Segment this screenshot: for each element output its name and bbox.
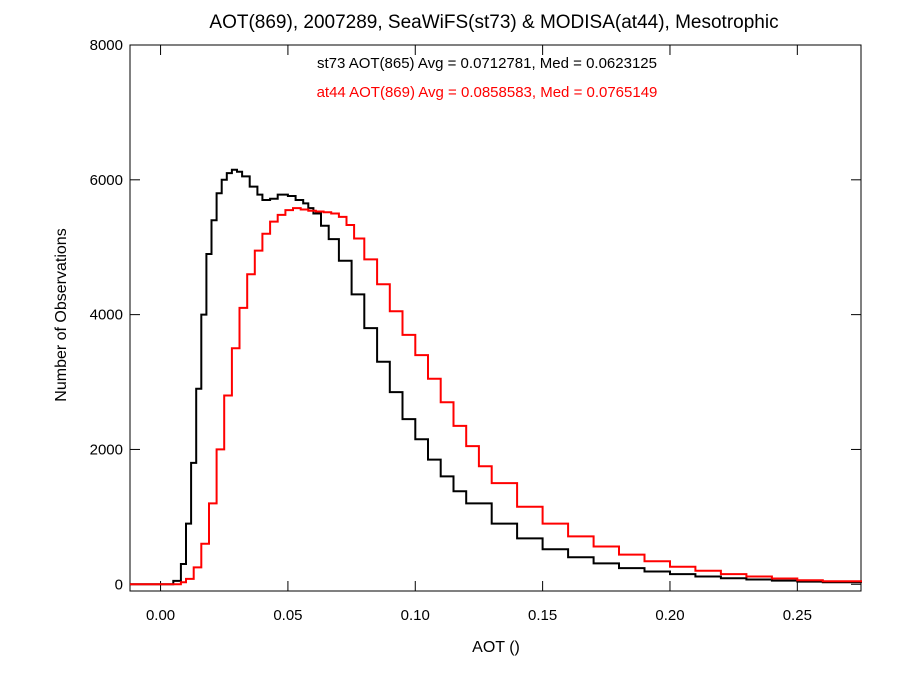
x-tick-label: 0.20 — [655, 607, 684, 624]
y-tick-label: 4000 — [90, 307, 123, 324]
series-at44-line — [130, 207, 862, 586]
x-tick-label: 0.25 — [783, 607, 812, 624]
x-tick-label: 0.00 — [146, 607, 175, 624]
plot-frame — [129, 44, 862, 592]
series-st73-line — [130, 168, 862, 586]
y-axis-label: Number of Observations — [53, 228, 70, 401]
annotation-at44: at44 AOT(869) Avg = 0.0858583, Med = 0.0… — [317, 84, 658, 101]
y-tick-label: 6000 — [90, 172, 123, 189]
y-tick-label: 0 — [115, 576, 123, 593]
y-tick-label: 8000 — [90, 37, 123, 54]
series-layer — [130, 168, 862, 586]
y-axis: 0 2000 4000 6000 8000 — [90, 37, 861, 593]
y-tick-label: 2000 — [90, 441, 123, 458]
x-tick-label: 0.05 — [273, 607, 302, 624]
chart-title: AOT(869), 2007289, SeaWiFS(st73) & MODIS… — [209, 12, 778, 33]
x-tick-label: 0.10 — [401, 607, 430, 624]
x-axis-label: AOT () — [472, 639, 520, 656]
x-axis: 0.00 0.05 0.10 0.15 0.20 0.25 — [146, 45, 812, 624]
x-tick-label: 0.15 — [528, 607, 557, 624]
annotation-st73: st73 AOT(865) Avg = 0.0712781, Med = 0.0… — [317, 55, 657, 72]
